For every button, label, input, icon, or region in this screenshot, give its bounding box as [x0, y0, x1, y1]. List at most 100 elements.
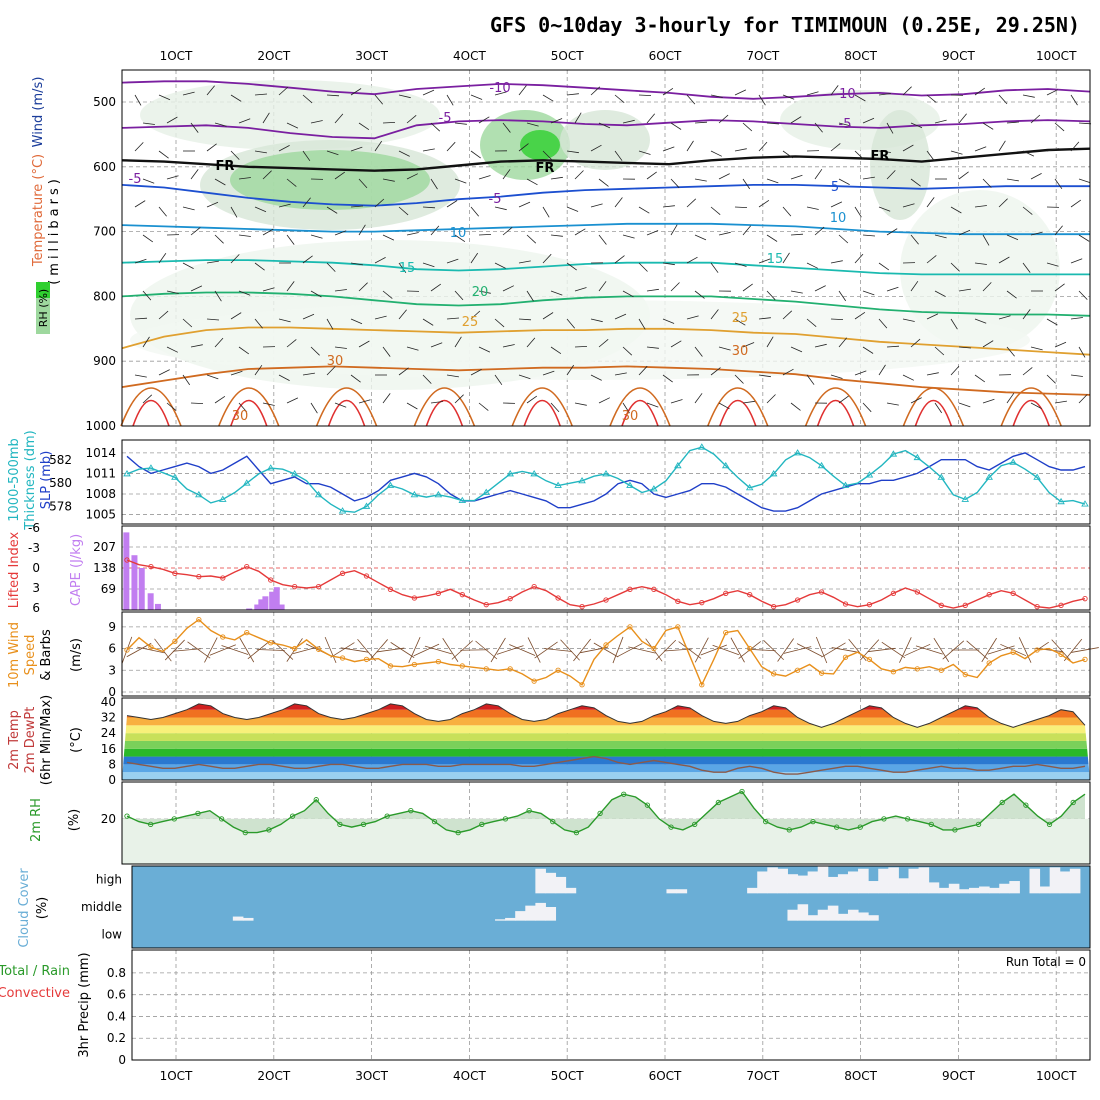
wind-speed-line-point: [651, 645, 657, 652]
rh-line-point: [692, 821, 698, 828]
thickness-line-point: [674, 461, 682, 469]
cloud-level-label: low: [102, 927, 123, 941]
wind-barb: [470, 150, 481, 159]
bottom-day-label: 2OCT: [257, 1069, 290, 1083]
rh-line-point: [360, 821, 367, 828]
wind-barb: [694, 346, 703, 357]
wind-barb: [662, 205, 675, 208]
wind-barb: [1022, 150, 1035, 157]
wind-barb: [526, 337, 536, 348]
wind-barb: [446, 200, 458, 208]
wind-barb: [206, 374, 219, 380]
wind-barb: [854, 253, 864, 264]
isotherm-minus10: [121, 80, 1091, 100]
wind-barb: [782, 206, 792, 217]
rh-line-point: [1070, 799, 1076, 806]
top-day-label: 2OCT: [257, 49, 290, 63]
lifted-index-line-point: [962, 602, 968, 608]
bottom-day-label: 10OCT: [1036, 1069, 1077, 1083]
temp-color-band: [122, 733, 1090, 741]
wind-barb: [598, 178, 609, 187]
temp-panel-frame: [121, 697, 1091, 781]
wind-barb: [262, 228, 274, 236]
top-day-label: 4OCT: [453, 49, 486, 63]
wind-barb: [278, 145, 290, 152]
thickness-line-point: [1081, 500, 1089, 507]
wind-barb: [214, 395, 226, 404]
cloud-axis-unit: (%): [35, 897, 50, 920]
wind-barb-10m: [527, 637, 541, 663]
cape-bar: [278, 604, 285, 610]
wind-speed-line-point: [291, 645, 298, 652]
slp-tick: 1011: [85, 466, 116, 480]
precip-tick: 0: [118, 1053, 126, 1067]
wind-barb-10m: [700, 644, 727, 656]
wind-barb: [1022, 367, 1033, 376]
wind-barb-10m: [796, 643, 823, 657]
wind-barb: [662, 262, 675, 266]
wind-barb: [214, 290, 222, 302]
wind-barb: [862, 290, 875, 296]
wind-barb: [502, 226, 513, 236]
wind-barb: [518, 318, 532, 321]
cloud-cover-bar: [827, 905, 839, 921]
wind-barb-10m: [763, 639, 784, 661]
wind-barb: [478, 290, 491, 294]
wind-barb: [926, 197, 935, 208]
lifted-index-line-point: [675, 598, 681, 604]
wind-barb-10m: [221, 645, 249, 655]
thickness-line-point: [1009, 458, 1017, 465]
wind-barb: [254, 364, 263, 376]
cloud-cover-bar: [777, 868, 788, 894]
wind-barb: [406, 232, 419, 236]
wind-barb: [518, 260, 531, 264]
wind-barb: [982, 178, 992, 188]
isotherm-label: -5: [839, 117, 852, 132]
wind-barb-10m: [164, 639, 185, 661]
temperature-axis-label: Temperature (°C): [31, 154, 46, 267]
wind-barb: [1070, 317, 1083, 320]
wind-barb: [430, 401, 443, 404]
wind-barb: [230, 206, 238, 218]
cloud-cover-bar: [666, 889, 678, 894]
wind-barb: [958, 402, 971, 408]
rh-line-point: [218, 816, 225, 822]
wind-speed-line-point: [579, 682, 585, 688]
isotherm-FR: [121, 147, 1091, 172]
isotherm-35-arch: [315, 387, 378, 427]
wind-barb: [734, 206, 748, 208]
cloud-cover-bar: [847, 909, 859, 921]
wind-speed-line-point: [699, 682, 705, 688]
rh-line-point: [550, 818, 556, 825]
wind-barb: [542, 253, 552, 264]
cloud-cover-bar: [1059, 871, 1071, 894]
wind-barb: [494, 374, 503, 386]
cloud-background: [132, 866, 1090, 948]
wind-barb: [502, 344, 515, 348]
isotherm-10: [121, 222, 1090, 236]
lifted-index-line-point: [699, 600, 705, 606]
top-day-label: 10OCT: [1036, 49, 1077, 63]
wind-barb: [422, 374, 432, 384]
wind-barb: [1030, 346, 1043, 351]
wind-barb: [718, 114, 729, 124]
wind-barb: [1070, 141, 1080, 152]
wind-barb: [670, 282, 680, 292]
wind-barb: [806, 374, 815, 385]
wind-barb: [382, 393, 391, 404]
wind-tick: 0: [108, 685, 116, 699]
wind-barb-10m: [324, 636, 337, 664]
isotherm-label: -10: [834, 87, 855, 102]
wind-barb: [550, 290, 563, 296]
wind-barb: [454, 290, 464, 301]
lifted-axis-label: Lifted Index: [7, 531, 22, 608]
rh-line-point: [289, 813, 296, 819]
thickness-line-point: [1057, 497, 1065, 505]
temp-color-band: [122, 725, 1090, 734]
wind-barb: [142, 122, 155, 125]
isotherm-40-arch: [1012, 399, 1050, 427]
wind-barb-10m: [987, 645, 1015, 655]
wind-barb: [1006, 234, 1019, 241]
wind-barb: [734, 374, 744, 384]
wind-barb: [974, 262, 987, 265]
